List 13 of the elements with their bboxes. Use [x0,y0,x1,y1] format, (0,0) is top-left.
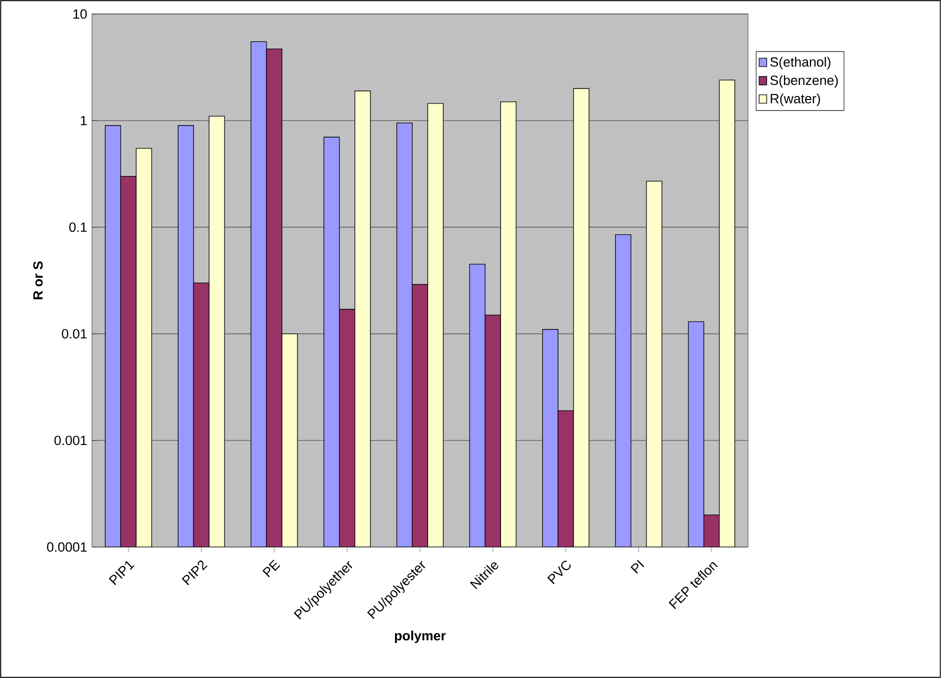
y-tick-label: 10 [73,9,87,19]
y-axis-title: R or S [33,261,43,300]
y-tick-label: 0.0001 [47,542,87,552]
y-tick-label: 1 [80,116,87,126]
y-tick-label: 0.001 [54,436,87,446]
legend-label: R(water) [770,94,820,106]
y-tick-label: 0.01 [62,329,87,339]
x-axis-title: polymer [394,630,446,644]
x-tick-label: PE [262,560,280,578]
legend-label: S(benzene) [770,75,838,88]
y-tick-label: 0.1 [69,222,87,232]
x-tick-label: PI [630,560,644,574]
legend-label: S(ethanol) [770,56,830,70]
